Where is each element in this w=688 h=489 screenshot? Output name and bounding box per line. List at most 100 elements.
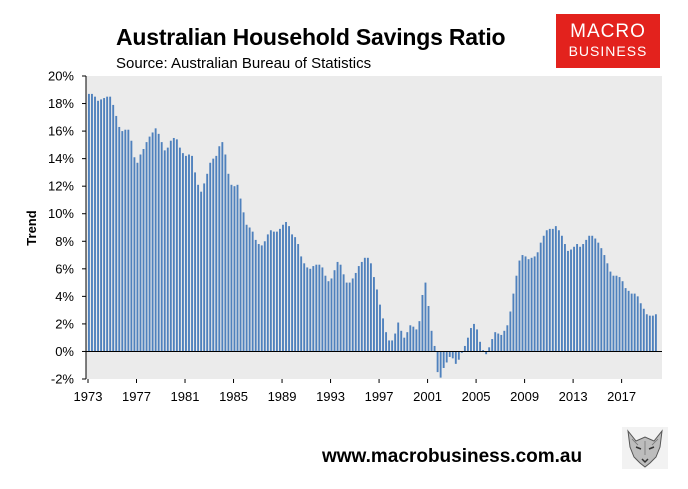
bar	[621, 281, 624, 352]
bar	[618, 277, 621, 352]
bar	[560, 235, 563, 352]
bar	[624, 288, 627, 352]
bar	[542, 235, 545, 352]
logo-line-1: MACRO	[570, 21, 646, 42]
bar	[388, 340, 391, 352]
bar	[209, 162, 212, 352]
bar	[645, 314, 648, 352]
bar	[221, 142, 224, 352]
x-tick-label: 1989	[268, 389, 297, 404]
bar	[503, 330, 506, 352]
bar	[436, 351, 439, 373]
bar	[536, 252, 539, 352]
bar	[181, 153, 184, 352]
bar	[494, 332, 497, 352]
bar	[630, 293, 633, 352]
bar	[327, 281, 330, 352]
bar	[406, 332, 409, 352]
bar	[163, 150, 166, 352]
chart-title: Australian Household Savings Ratio	[116, 24, 506, 50]
bar	[115, 115, 118, 352]
bar	[130, 140, 133, 352]
bar	[439, 351, 442, 378]
bar	[300, 256, 303, 352]
bar	[403, 337, 406, 352]
bar	[524, 256, 527, 352]
bar	[200, 191, 203, 352]
bar	[539, 242, 542, 352]
bar	[379, 304, 381, 352]
bar	[642, 308, 645, 352]
bar	[518, 260, 521, 352]
bar	[533, 256, 536, 352]
bar	[570, 249, 572, 352]
bar	[357, 266, 360, 352]
bar	[597, 242, 600, 352]
bars-group	[88, 93, 657, 378]
bar	[548, 228, 551, 352]
bar	[185, 155, 187, 352]
bar	[427, 306, 430, 352]
bar	[230, 184, 233, 352]
bar	[303, 263, 306, 352]
bar	[360, 261, 363, 352]
y-tick-label: 18%	[48, 96, 74, 111]
bar	[512, 293, 515, 352]
bar	[633, 293, 636, 352]
bar	[342, 274, 345, 352]
macrobusiness-logo: MACRO BUSINESS	[556, 14, 660, 68]
x-tick-label: 1981	[171, 389, 200, 404]
bar	[269, 230, 272, 352]
bar	[654, 314, 657, 352]
bar	[482, 350, 485, 352]
bar	[215, 155, 218, 352]
bar	[509, 311, 512, 352]
bar	[551, 228, 554, 352]
x-tick-label: 2005	[462, 389, 491, 404]
y-tick-label: 4%	[55, 289, 74, 304]
bar	[600, 248, 603, 352]
bar	[385, 332, 388, 352]
bar	[336, 261, 339, 352]
bar	[454, 351, 457, 364]
bar	[97, 100, 99, 352]
bar	[263, 241, 266, 352]
bar	[236, 184, 239, 352]
bar	[366, 257, 369, 352]
bar	[260, 245, 263, 352]
bar	[178, 147, 181, 352]
bar	[627, 290, 630, 352]
bar	[324, 275, 327, 352]
bar	[485, 351, 488, 355]
bar	[88, 93, 90, 352]
y-tick-label: 0%	[55, 344, 74, 359]
bar	[579, 246, 582, 352]
bar	[106, 96, 109, 352]
bar	[291, 234, 294, 352]
bar	[94, 96, 96, 352]
bar	[451, 351, 454, 359]
bar	[321, 267, 324, 352]
bar	[118, 126, 121, 352]
bar	[212, 158, 215, 352]
bar	[515, 275, 518, 352]
bar	[188, 154, 190, 352]
bar	[394, 333, 397, 352]
bar	[109, 96, 112, 352]
bar	[124, 129, 127, 352]
y-tick-label: 6%	[55, 261, 74, 276]
wolf-logo-icon	[622, 427, 668, 469]
bar	[554, 226, 557, 352]
bar	[166, 147, 169, 352]
x-tick-label: 1977	[122, 389, 151, 404]
bar	[285, 221, 287, 352]
bar	[157, 133, 160, 352]
bar	[594, 238, 597, 352]
bar	[557, 230, 560, 352]
bar	[239, 198, 242, 352]
bar	[442, 351, 445, 368]
bar	[648, 315, 651, 352]
bar	[191, 155, 193, 352]
bar	[279, 228, 281, 352]
bar	[466, 337, 469, 352]
